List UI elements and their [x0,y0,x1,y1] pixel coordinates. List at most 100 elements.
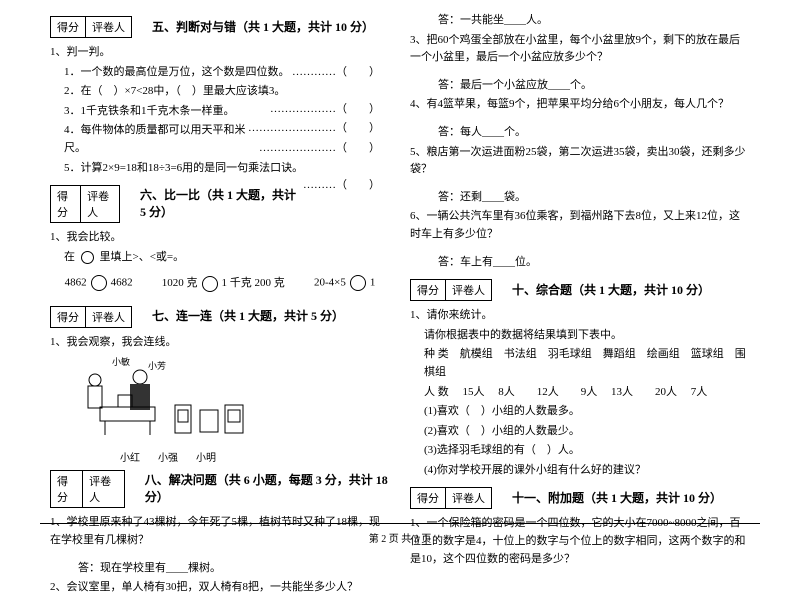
sec10-sub: 请你根据表中的数据将结果填到下表中。 [410,327,750,345]
person-body-1 [88,386,102,408]
sec6-sub-a: 在 [64,251,75,263]
reviewer-label: 评卷人 [446,280,491,300]
sec8-a4: 答：每人____个。 [410,124,750,142]
score-label: 得分 [51,186,81,222]
sec8-q6: 6、一辆公共汽车里有36位乘客，到福州路下去8位，又上来12位，这时车上有多少位… [410,208,750,243]
score-label: 得分 [411,280,446,300]
sec5-item-3-text: 3．1千克铁条和1千克木条一样重。 [64,105,235,117]
score-label: 得分 [51,17,86,37]
section-8-title: 八、解决问题（共 6 小题，每题 3 分，共计 18 分） [145,471,390,505]
reviewer-label: 评卷人 [83,471,124,507]
obj-2 [200,410,218,432]
circle-icon [91,275,107,291]
page-container: 得分 评卷人 五、判断对与错（共 1 大题，共计 10 分） 1、判一判。 1．… [0,0,800,599]
score-box: 得分 评卷人 [50,306,132,328]
reviewer-label: 评卷人 [86,17,131,37]
section-7-title: 七、连一连（共 1 大题，共计 5 分） [152,307,344,324]
sec8-a3: 答：最后一个小盆应放____个。 [410,77,750,95]
person-head-1 [89,374,101,386]
sec10-i1: (1)喜欢（ ）小组的人数最多。 [410,403,750,421]
sec8-q2: 2、会议室里，单人椅有30把，双人椅有8把，一共能坐多少人？ [50,579,390,597]
label-3: 小明 [196,449,216,464]
section-5-header: 得分 评卷人 五、判断对与错（共 1 大题，共计 10 分） [50,10,390,42]
sec5-item-5: 5．计算2×9=18和18÷3=6用的是同一句乘法口诀。………（ ） [50,160,390,178]
sec6-lead: 1、我会比较。 [50,229,390,247]
sec5-item-3: 3．1千克铁条和1千克木条一样重。……………………（ ） [50,103,390,121]
cmp-3-a: 20-4×5 [314,277,346,289]
sec8-q5: 5、粮店第一次运进面粉25袋，第二次运进35袋，卖出30袋，还剩多少袋？ [410,144,750,179]
sec5-item-1-text: 1．一个数的最高位是万位，这个数是四位数。 [64,66,290,78]
cmp-1: 4862 4682 [65,275,133,291]
connect-figure: 小敏 小芳 [70,355,250,445]
sec5-lead: 1、判一判。 [50,44,390,62]
sec10-i4: (4)你对学校开展的课外小组有什么好的建议？ [410,462,750,480]
section-10-title: 十、综合题（共 1 大题，共计 10 分） [512,281,710,298]
reviewer-label: 评卷人 [81,186,119,222]
compare-row: 4862 4682 1020 克1 千克 200 克 20-4×5 1 [50,274,390,291]
right-column: 答：一共能坐____人。 3、把60个鸡蛋全部放在小盆里，每个小盆里放9个，剩下… [400,10,760,599]
score-box: 得分 评卷人 [50,185,120,223]
connect-labels: 小红 小强 小明 [120,449,390,464]
score-box: 得分 评卷人 [410,279,492,301]
sec8-a6: 答：车上有____位。 [410,254,750,272]
cup [118,395,132,407]
page-footer: 第 2 页 共 3 页 [0,523,800,545]
circle-icon [350,275,366,291]
top-label-2: 小芳 [148,360,166,371]
obj-1 [175,405,191,433]
sec7-lead: 1、我会观察，我会连线。 [50,334,390,352]
sec6-sub-b: 里填上>、<或=。 [100,251,185,263]
section-7-header: 得分 评卷人 七、连一连（共 1 大题，共计 5 分） [50,300,390,332]
sec10-row1: 种 类 航模组 书法组 羽毛球组 舞蹈组 绘画组 篮球组 围棋组 [410,346,750,381]
score-label: 得分 [51,307,86,327]
cmp-3-b: 1 [370,277,376,289]
sec5-item-4-text: 4．每件物体的质量都可以用天平和米尺。 [64,124,246,154]
cmp-2-a: 1020 克 [162,277,198,289]
label-2: 小强 [158,449,178,464]
score-box: 得分 评卷人 [50,470,125,508]
sec8-q3: 3、把60个鸡蛋全部放在小盆里，每个小盆里放9个，剩下的放在最后一个小盆里，最后… [410,32,750,67]
section-10-header: 得分 评卷人 十、综合题（共 1 大题，共计 10 分） [410,273,750,305]
reviewer-label: 评卷人 [446,488,491,508]
sec10-row2: 人 数 15人 8人 12人 9人 13人 20人 7人 [410,384,750,402]
section-11-title: 十一、附加题（共 1 大题，共计 10 分） [512,489,722,506]
section-6-header: 得分 评卷人 六、比一比（共 1 大题，共计 5 分） [50,179,303,227]
left-column: 得分 评卷人 五、判断对与错（共 1 大题，共计 10 分） 1、判一判。 1．… [40,10,400,599]
cmp-1-a: 4862 [65,277,87,289]
top-label-1: 小敏 [112,356,130,367]
sec10-i2: (2)喜欢（ ）小组的人数最少。 [410,423,750,441]
sec8-a2: 答：一共能坐____人。 [410,12,750,30]
section-5-title: 五、判断对与错（共 1 大题，共计 10 分） [152,18,374,35]
sec5-item-5-text: 5．计算2×9=18和18÷3=6用的是同一句乘法口诀。 [64,162,303,174]
circle-icon [81,251,94,264]
sec8-a1: 答：现在学校里有____棵树。 [50,560,390,578]
score-label: 得分 [411,488,446,508]
person-head-2 [133,370,147,384]
section-8-header: 得分 评卷人 八、解决问题（共 6 小题，每题 3 分，共计 18 分） [50,464,390,512]
sec10-i3: (3)选择羽毛球组的有（ ）人。 [410,442,750,460]
label-1: 小红 [120,449,140,464]
section-11-header: 得分 评卷人 十一、附加题（共 1 大题，共计 10 分） [410,481,750,513]
cmp-2: 1020 克1 千克 200 克 [162,274,285,291]
page-number: 第 2 页 共 3 页 [369,534,432,545]
cmp-1-b: 4682 [111,277,133,289]
figure-svg: 小敏 小芳 [70,355,250,445]
score-box: 得分 评卷人 [410,487,492,509]
circle-icon [202,276,218,292]
sec5-item-2: 2．在（ ）×7<28中，（ ）里最大应该填3。………………（ ） [50,83,390,101]
score-label: 得分 [51,471,83,507]
paren: ………（ ） [303,177,380,195]
sec8-q4: 4、有4篮苹果，每篮9个，把苹果平均分给6个小朋友，每人几个？ [410,96,750,114]
sec5-item-1: 1．一个数的最高位是万位，这个数是四位数。…………（ ） [50,64,390,82]
reviewer-label: 评卷人 [86,307,131,327]
sec5-item-2-text: 2．在（ ）×7<28中，（ ）里最大应该填3。 [64,85,285,97]
sec6-sub: 在 里填上>、<或=。 [50,249,390,267]
paren: …………（ ） [292,64,380,82]
paren: …………………（ ） [259,140,380,158]
sec8-a5: 答：还剩____袋。 [410,189,750,207]
cmp-3: 20-4×5 1 [314,275,375,291]
footer-line [40,523,760,524]
score-box: 得分 评卷人 [50,16,132,38]
person-body-2 [130,384,150,410]
section-6-title: 六、比一比（共 1 大题，共计 5 分） [140,186,303,220]
